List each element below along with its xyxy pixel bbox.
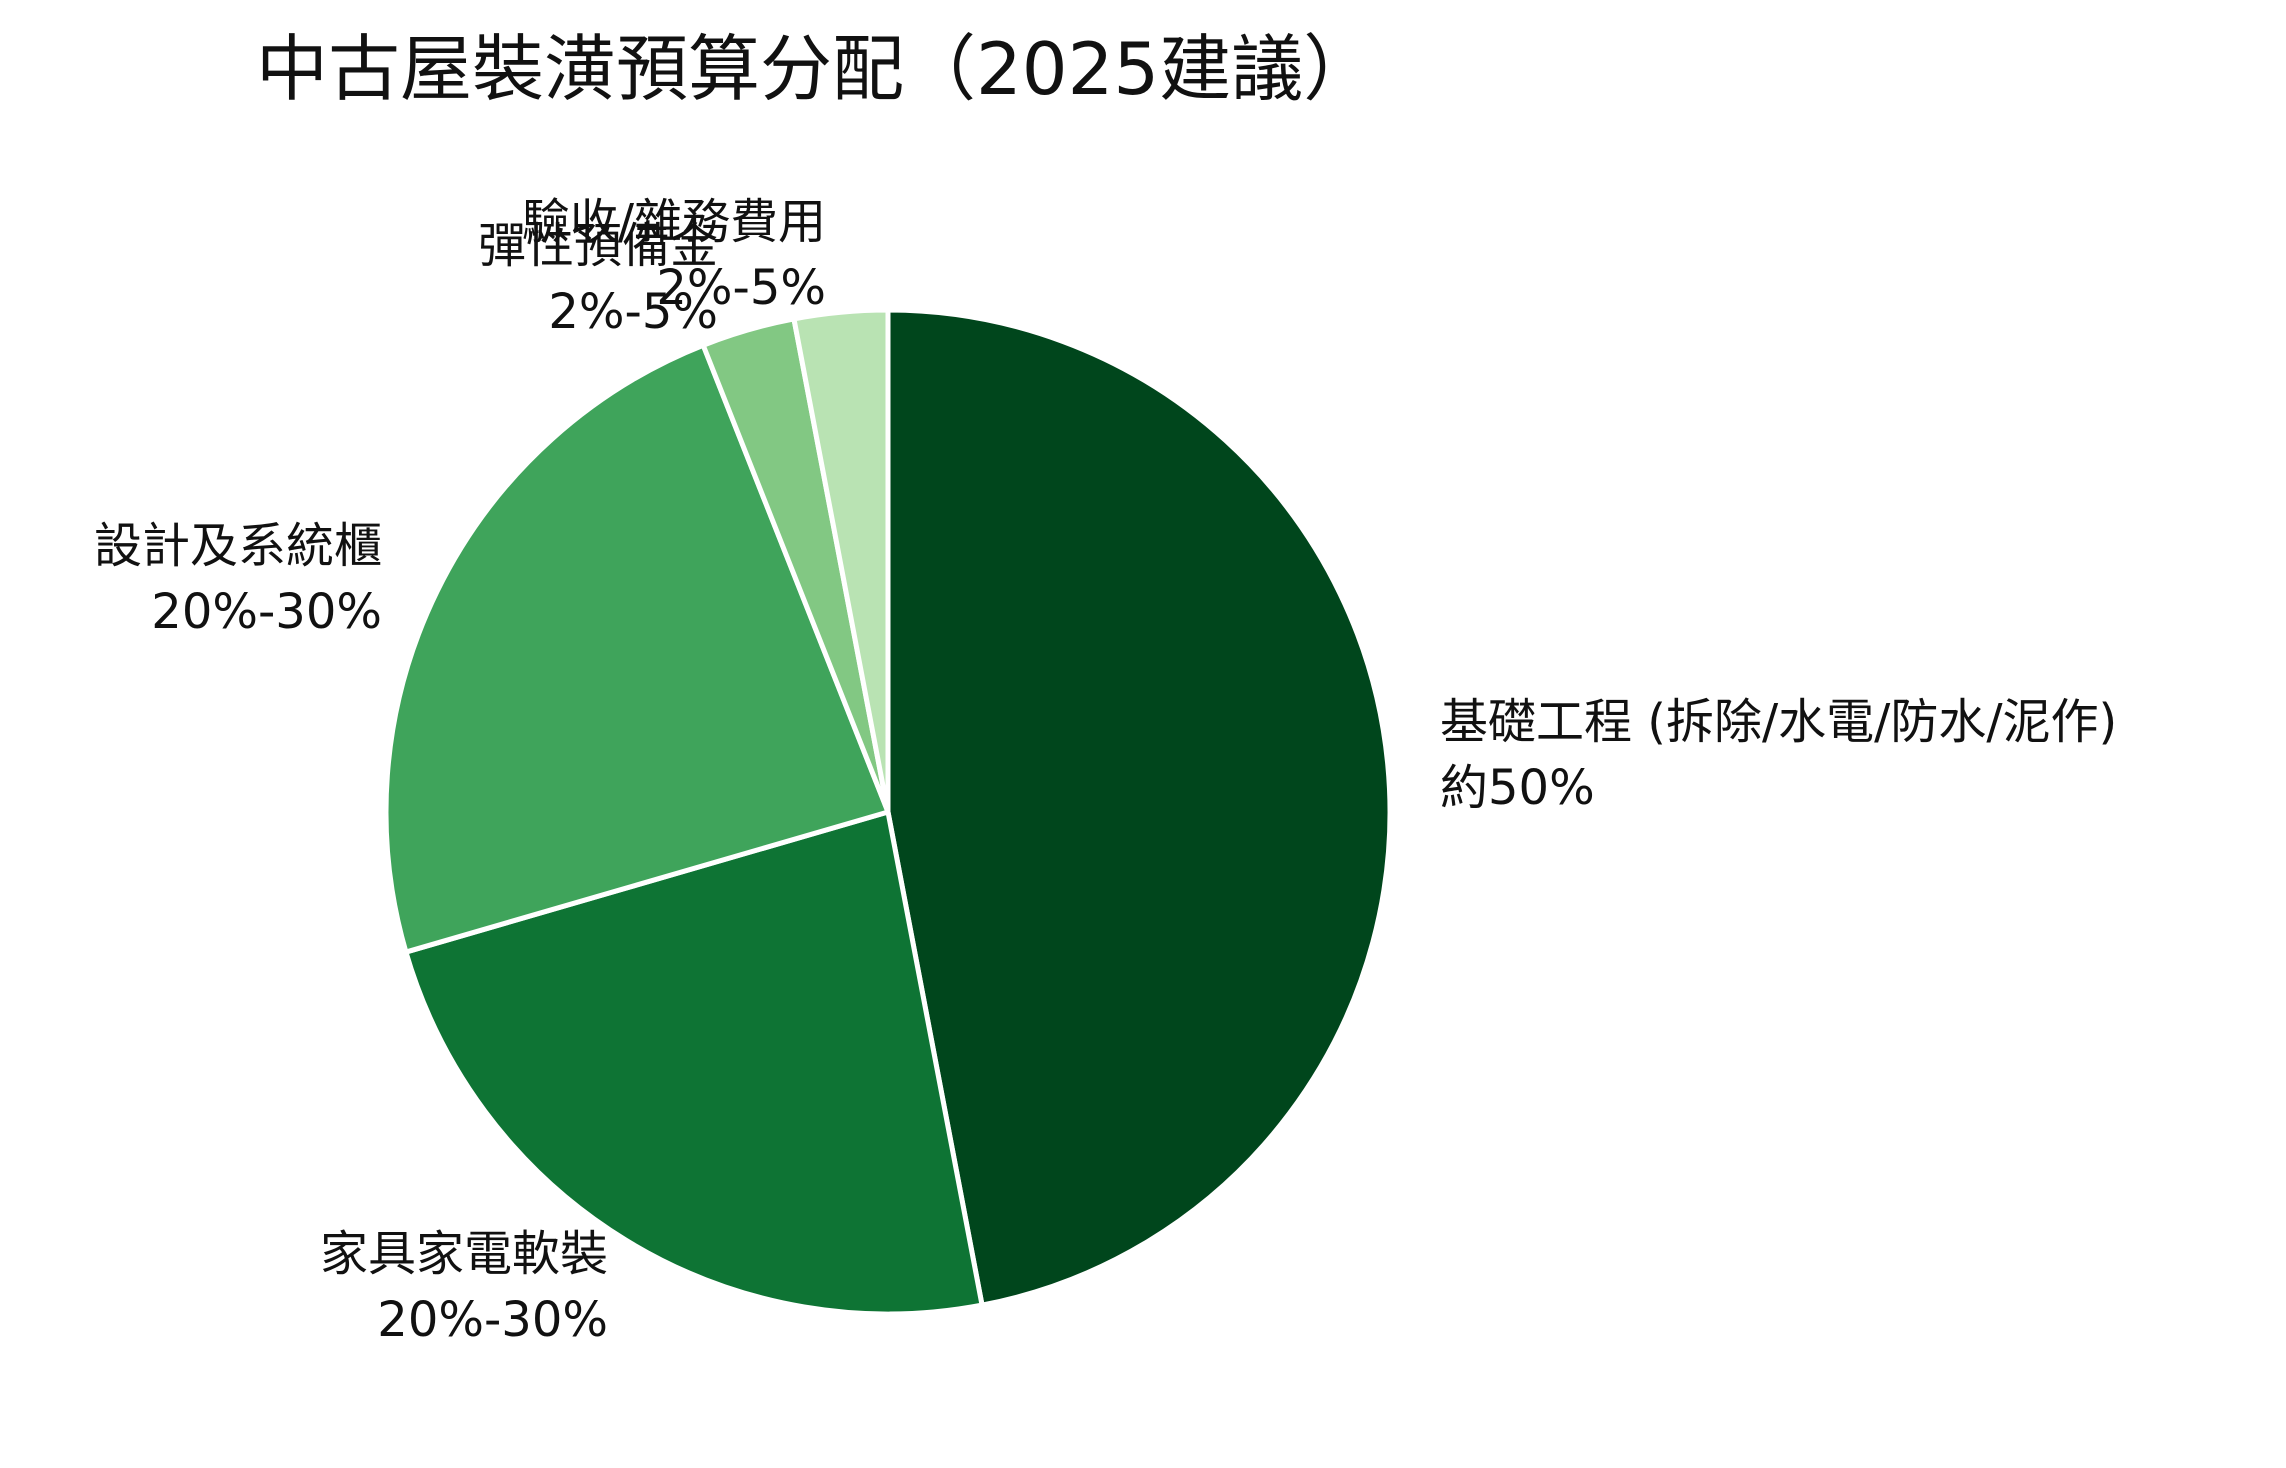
slice-label-foundation-value: 約50% [1440, 760, 1595, 816]
slice-labels: 基礎工程 (拆除/水電/防水/泥作) 約50% 家具家電軟裝 20%-30% 設… [94, 194, 2117, 1348]
slice-label-design-name: 設計及系統櫃 [94, 518, 382, 574]
slice-label-inspection-name: 驗收/雜務費用 [522, 194, 826, 250]
slice-label-reserve-name: 彈性預備金 [478, 218, 718, 274]
pie-slices [383, 307, 1393, 1317]
slice-label-furniture-name: 家具家電軟裝 [320, 1226, 608, 1282]
slice-label-design-value: 20%-30% [151, 584, 382, 640]
pie-slice-foundation [885, 307, 1393, 1308]
slice-label-reserve-value: 2%-5% [548, 284, 718, 340]
chart-title: 中古屋裝潢預算分配（2025建議） [256, 27, 1375, 111]
pie-slice-inspection [791, 307, 891, 815]
pie-slice-furniture [403, 809, 985, 1317]
slice-label-furniture-value: 20%-30% [377, 1292, 608, 1348]
slice-label-inspection-value: 2%-5% [656, 260, 826, 316]
slice-label-foundation-name: 基礎工程 (拆除/水電/防水/泥作) [1440, 694, 2117, 750]
